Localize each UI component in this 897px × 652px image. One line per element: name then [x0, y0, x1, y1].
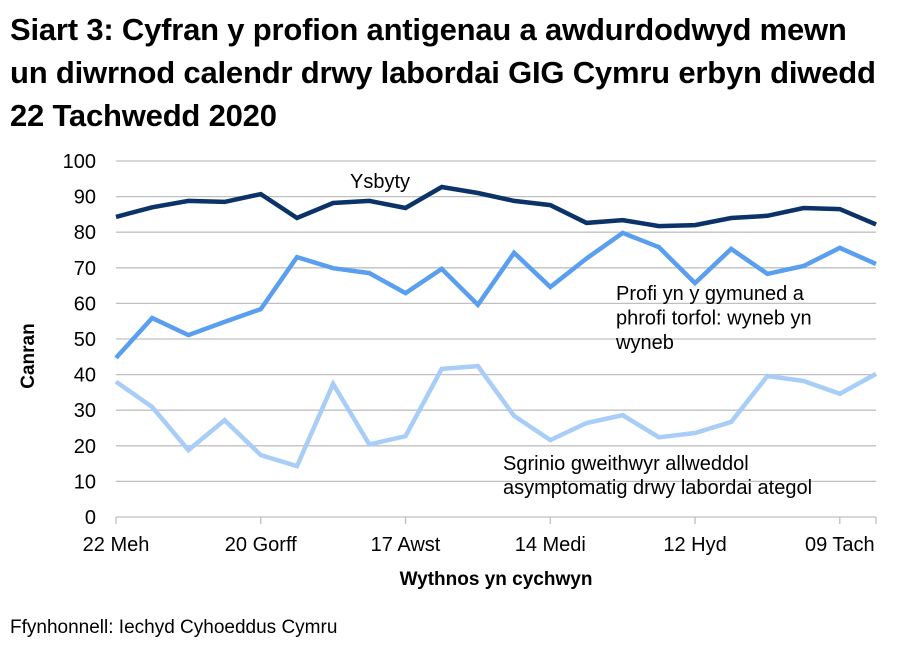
x-tick-label: 20 Gorff [225, 534, 297, 556]
y-tick-label: 70 [74, 258, 96, 280]
series-label: Profi yn y gymuned a [616, 283, 805, 305]
y-tick-label: 30 [74, 400, 96, 422]
series-line-2 [114, 363, 878, 469]
series-line-1 [114, 230, 877, 360]
y-tick-label: 100 [63, 151, 96, 173]
chart-title: Siart 3: Cyfran y profion antigenau a aw… [10, 12, 876, 133]
y-tick-label: 40 [74, 365, 96, 387]
series-label: Sgrinio gweithwyr allweddol [503, 453, 749, 475]
y-tick-label: 60 [74, 293, 96, 315]
y-axis-title: Canran [18, 323, 39, 388]
series-labels: Ysbyty Profi yn y gymuned a phrofi torfol:… [350, 171, 812, 499]
y-tick-label: 10 [74, 471, 96, 493]
x-tick-label: 22 Meh [83, 534, 150, 556]
x-tick-label: 17 Awst [371, 534, 441, 556]
y-tick-label: 90 [74, 187, 96, 209]
y-tick-label: 20 [74, 436, 96, 458]
y-tick-label: 0 [85, 507, 96, 529]
x-axis: 22 Meh 20 Gorff 17 Awst 14 Medi 12 Hyd 09 Tac… [83, 517, 877, 556]
x-tick-label: 12 Hyd [663, 534, 726, 556]
series-lines [114, 184, 878, 469]
y-tick-label: 80 [74, 222, 96, 244]
series-label: phrofi torfol: wyneb yn [616, 308, 812, 330]
series-line-0 [115, 184, 877, 229]
y-axis-ticks: 0 10 20 30 40 50 60 70 80 90 100 [63, 151, 96, 529]
x-tick-label: 14 Medi [515, 534, 586, 556]
x-axis-title: Wythnos yn cychwyn [400, 569, 593, 590]
y-tick-label: 50 [74, 329, 96, 351]
source-note: Ffynhonnell: Iechyd Cyhoeddus Cymru [10, 617, 338, 638]
series-label: Ysbyty [350, 171, 410, 193]
series-label: wyneb [615, 332, 674, 354]
x-tick-label: 09 Tach [805, 534, 875, 556]
series-label: asymptomatig drwy labordai ategol [503, 477, 812, 499]
